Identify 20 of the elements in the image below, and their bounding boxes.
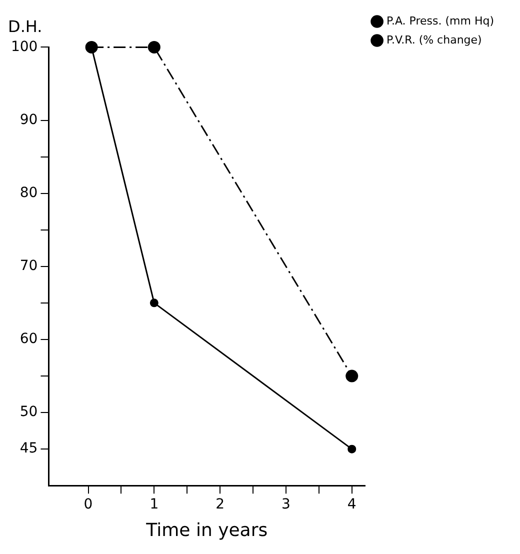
legend-label: P.V.R. (% change) [386,33,482,46]
y-tick-label: 45 [20,440,38,457]
x-tick-label: 2 [216,496,225,513]
y-tick-label: 100 [10,38,38,55]
point [348,444,356,454]
x-tick-label: 1 [150,496,159,513]
x-tick-label: 4 [347,496,356,513]
point [150,298,158,308]
y-tick-label: 70 [20,258,38,274]
x-axis-title: Time in years [145,520,268,541]
x-tick-label: 3 [282,496,290,513]
y-tick-label: 50 [20,404,38,420]
chart-title: D.H. [8,16,42,36]
point [148,40,160,54]
point [346,370,358,382]
legend-label: P.A. Press. (mm Hq) [386,14,494,28]
y-tick-label: 60 [20,331,38,348]
y-tick-label: 90 [20,112,38,128]
x-tick-label: 0 [84,496,93,513]
y-tick-label: 80 [20,184,38,201]
